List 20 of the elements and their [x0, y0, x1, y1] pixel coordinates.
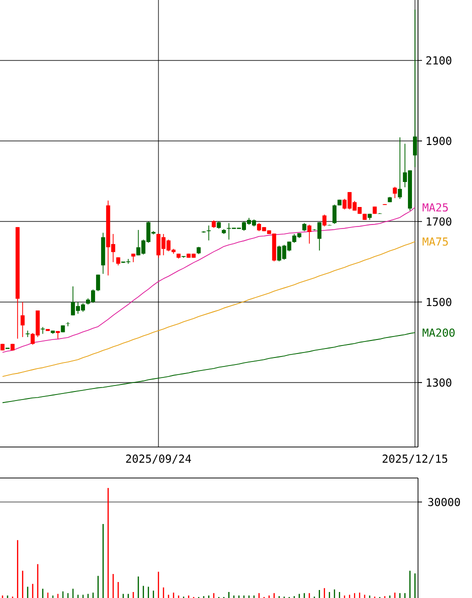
candlestick	[332, 204, 337, 224]
candlestick	[322, 214, 326, 227]
y-tick-label: 1500	[426, 298, 452, 306]
y-tick-label: 1900	[426, 136, 452, 146]
candlestick	[66, 322, 70, 327]
candlestick	[412, 9, 417, 168]
y-tick-label: 1700	[426, 217, 452, 226]
series-label: MA25	[422, 203, 448, 212]
text: 30000	[428, 498, 460, 506]
candlestick	[398, 136, 402, 200]
candlestick	[20, 302, 25, 338]
y-tick-label: 2100	[426, 56, 452, 65]
candlestick	[307, 224, 312, 244]
candlestick	[392, 186, 397, 199]
x-tick-label: 2025/12/15	[382, 454, 448, 464]
series-label: MA75	[422, 238, 448, 246]
candlestick	[96, 274, 100, 292]
series-label: MA200	[422, 328, 455, 337]
y-tick-label: 1300	[426, 378, 452, 387]
x-tick-label: 2025/09/24	[126, 454, 192, 464]
